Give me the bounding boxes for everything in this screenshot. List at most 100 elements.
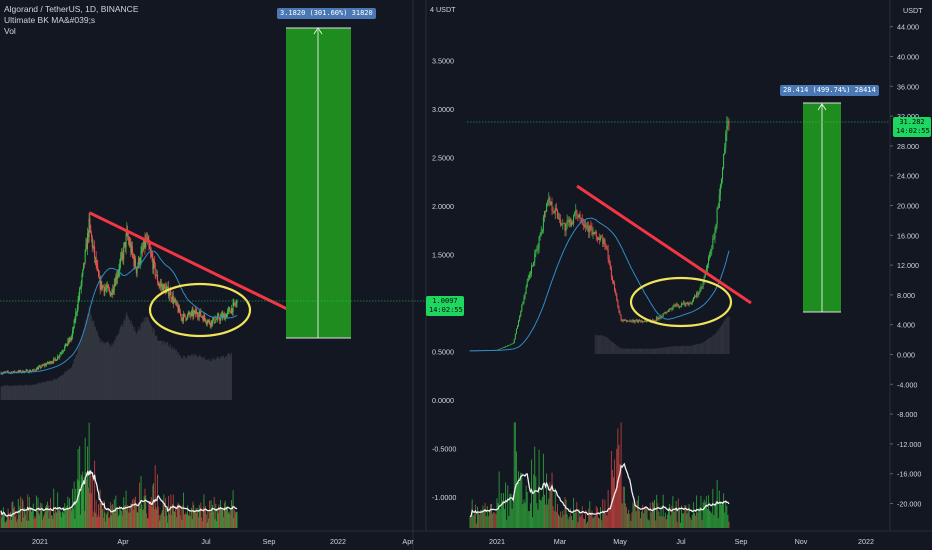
symbol-title[interactable]: Algorand / TetherUS, 1D, BINANCE (4, 4, 139, 14)
left-candle-body (68, 338, 70, 342)
right-candle-body (663, 313, 665, 314)
left-candle-body (49, 361, 51, 363)
right-candle-body (664, 311, 666, 314)
right-candle-body (661, 315, 663, 317)
right-candle-body (714, 230, 716, 239)
left-y-tick-label: -0.5000 (432, 445, 456, 454)
right-candle-body (617, 300, 619, 307)
left-candle-body (41, 365, 43, 367)
left-x-tick-label: Apr (117, 537, 129, 546)
left-candle-body (76, 308, 78, 313)
left-candle-body (64, 346, 66, 350)
right-candle-body (552, 211, 554, 212)
right-candle-body (686, 302, 688, 304)
right-candle-body (573, 215, 575, 224)
left-candle-body (113, 283, 115, 291)
right-candle-body (506, 346, 508, 347)
right-candle-body (696, 292, 698, 297)
right-candle-body (657, 317, 659, 320)
indicator-volume-label[interactable]: Vol (4, 26, 16, 36)
right-y-tick-label: 4.000 (897, 321, 915, 330)
right-candle-body (594, 231, 596, 235)
left-candle-body (186, 318, 188, 320)
left-candle-body (155, 275, 157, 277)
right-candle-body (540, 231, 542, 236)
left-candle-body (79, 288, 81, 289)
left-candle-body (146, 238, 148, 240)
right-candle-body (586, 226, 588, 228)
left-candle-body (75, 312, 77, 321)
right-candle-body (524, 294, 526, 298)
left-candle-body (56, 359, 58, 361)
right-moving-average-line (470, 217, 730, 352)
right-candle-body (545, 211, 547, 213)
left-candle-body (171, 298, 173, 301)
left-candle-body (138, 258, 140, 266)
right-candle-body (725, 133, 727, 149)
indicator-ma-label[interactable]: Ultimate BK MA&#039;s (4, 15, 96, 25)
left-candle-body (177, 306, 179, 313)
left-y-tick-label: 3.5000 (432, 57, 454, 66)
left-target-box (286, 28, 351, 338)
right-candle-body (614, 283, 616, 291)
right-candle-body (520, 311, 522, 317)
left-candle-body (66, 344, 68, 346)
right-candle-body (713, 238, 715, 240)
left-x-tick-label: 2022 (330, 537, 346, 546)
left-candle-body (4, 371, 6, 373)
right-y-tick-label: -4.000 (897, 380, 917, 389)
right-candle-body (590, 225, 592, 229)
right-candle-body (515, 328, 517, 334)
right-candle-body (633, 319, 635, 322)
left-candle-body (101, 285, 103, 289)
left-candle-body (116, 275, 118, 279)
left-candle-body (47, 362, 49, 364)
left-candle-body (154, 263, 156, 276)
right-candle-body (538, 236, 540, 249)
right-candle-body (504, 347, 506, 348)
right-candle-body (723, 153, 725, 168)
left-candle-body (142, 247, 144, 250)
right-y-tick-label: -8.000 (897, 410, 917, 419)
right-candle-body (549, 197, 551, 205)
left-candle-body (164, 284, 166, 288)
right-candle-body (562, 223, 564, 225)
left-candle-body (194, 310, 196, 313)
left-candle-body (230, 308, 232, 314)
right-candle-body (511, 343, 513, 345)
left-candle-body (199, 311, 201, 314)
right-candle-body (587, 225, 589, 228)
left-candle-body (181, 318, 183, 319)
left-candle-body (0, 372, 2, 375)
left-candle-body (35, 370, 37, 372)
left-candle-body (152, 258, 154, 270)
left-candle-body (111, 289, 113, 295)
right-candle-body (697, 292, 699, 295)
left-candle-body (197, 314, 199, 317)
right-candle-body (689, 303, 691, 304)
left-candle-body (6, 371, 8, 373)
left-candle-body (61, 351, 63, 353)
right-y-tick-label: 20.000 (897, 202, 919, 211)
left-candle-body (91, 237, 93, 247)
right-y-tick-label: -12.000 (897, 440, 921, 449)
right-candle-body (610, 268, 612, 277)
left-candle-body (97, 265, 99, 271)
left-candle-body (98, 270, 100, 277)
right-candle-body (528, 274, 530, 279)
left-candle-body (82, 269, 84, 275)
left-candle-body (175, 302, 177, 303)
left-candle-body (180, 313, 182, 319)
right-candle-body (683, 302, 685, 304)
left-candle-body (234, 302, 236, 305)
right-candle-body (602, 237, 604, 244)
left-candle-body (221, 314, 223, 319)
right-candle-body (679, 305, 681, 307)
right-candle-body (596, 236, 598, 240)
right-currency-label: USDT (903, 6, 923, 15)
right-candle-body (692, 297, 694, 302)
right-candle-body (510, 344, 512, 345)
right-candle-body (575, 210, 577, 213)
left-y-tick-label: -1.0000 (432, 493, 456, 502)
right-candle-body (556, 210, 558, 219)
